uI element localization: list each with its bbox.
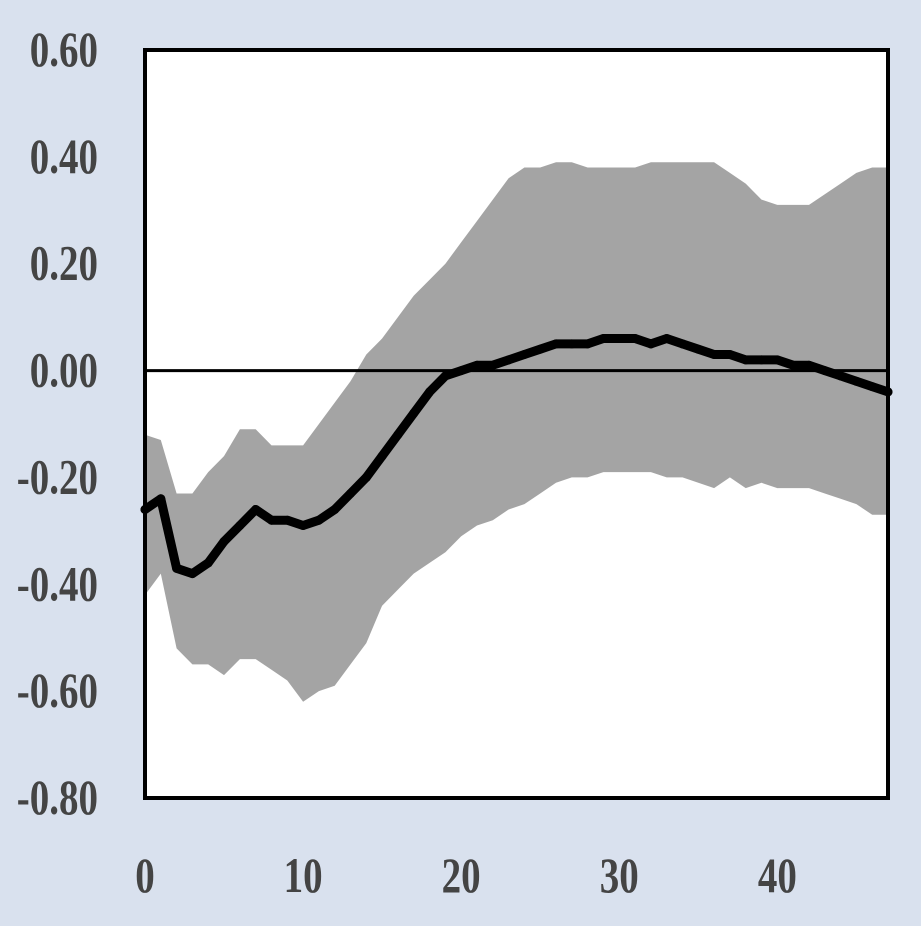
series-point [504,355,514,365]
series-point [741,355,751,365]
y-tick-label: -0.60 [17,663,98,719]
series-point [172,563,182,573]
x-tick-label: 40 [758,847,797,903]
series-point [298,521,308,530]
series-point [282,515,292,525]
series-point [409,408,419,418]
y-tick-label: -0.40 [17,556,98,612]
series-point [187,569,197,579]
series-point [693,344,703,354]
series-point [425,387,435,397]
series-point [219,537,229,546]
series-point [361,472,371,482]
series-point [393,430,403,440]
series-point [788,360,798,370]
x-tick-label: 0 [135,847,155,903]
series-point [519,350,529,359]
x-tick-label: 20 [442,847,481,903]
series-point [235,521,245,530]
series-point [646,339,656,349]
series-point [614,334,624,343]
series-point [440,371,450,381]
series-point [535,344,545,354]
series-point [598,334,608,343]
series-point [630,334,640,343]
series-point [836,371,846,381]
series-point [820,366,830,376]
confidence-band [145,162,888,702]
series-point [251,505,261,514]
series-point [346,489,355,498]
y-tick-label: 0.00 [30,342,98,398]
plot-frame [143,48,890,800]
series-point [804,360,814,370]
series-point [757,355,766,365]
y-tick-label: 0.20 [30,235,98,291]
x-axis-tick-labels: 0 10 20 30 40 [135,847,797,903]
series-point [472,360,482,370]
y-tick-label: -0.80 [17,769,98,825]
series-point [709,350,719,359]
series-point [377,451,387,461]
series-point [488,360,498,370]
series-point [267,515,276,525]
series-point [456,366,466,376]
series-point [314,515,324,525]
series-point [551,339,561,349]
series-point [330,505,340,514]
series-point [567,339,577,349]
series-point [772,355,782,365]
series-point [678,339,687,349]
y-axis-tick-labels: 0.60 0.40 0.20 0.00 -0.20 -0.40 -0.60 -0.80 [17,21,98,825]
series-line-layer [140,334,893,579]
x-tick-label: 30 [600,847,639,903]
y-tick-label: 0.60 [30,21,98,77]
series-point [662,334,672,343]
series-point [725,350,735,359]
series-point [583,339,593,349]
series-point [851,376,861,386]
x-tick-label: 10 [284,847,323,903]
confidence-band-layer [145,162,888,702]
series-point [867,382,877,392]
y-tick-label: -0.20 [17,449,98,505]
series-point [156,494,166,504]
y-tick-label: 0.40 [30,128,98,184]
series-point [203,558,213,568]
